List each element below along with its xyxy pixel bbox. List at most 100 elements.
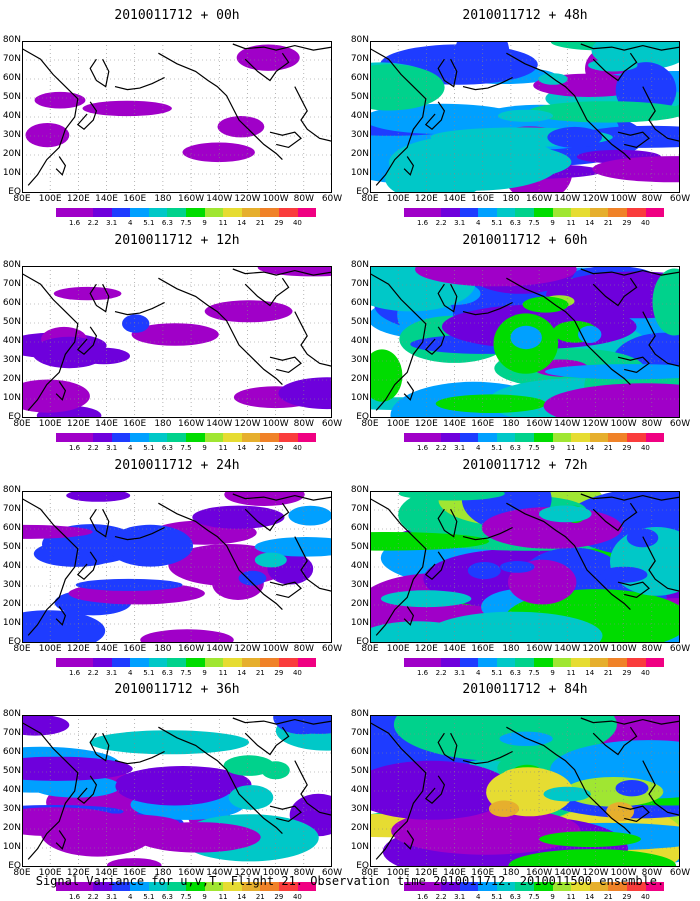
colorbar-swatch [404, 882, 423, 891]
coastline [617, 131, 650, 149]
coastline [580, 268, 680, 276]
lat-tick-label: 20N [2, 823, 21, 833]
colorbar-swatch [93, 882, 112, 891]
colorbar-label: 29 [622, 219, 632, 227]
coastline [642, 311, 680, 367]
lon-tick-label: 160E [471, 419, 495, 429]
variance-region [22, 610, 106, 643]
colorbar-label: 5.1 [491, 444, 503, 452]
colorbar-swatch [56, 208, 75, 217]
lat-tick-label: 20N [350, 599, 369, 609]
colorbar-swatch [278, 658, 298, 667]
lon-tick-label: 100E [386, 868, 410, 878]
coastline [269, 805, 302, 823]
map-frame [22, 491, 332, 643]
colorbar-label: 21 [603, 444, 613, 452]
colorbar-swatch [204, 882, 224, 891]
colorbar-swatch [278, 433, 298, 442]
lat-tick-label: 10N [2, 842, 21, 852]
variance-core [467, 562, 501, 580]
colorbar-label: 2.2 [87, 669, 99, 677]
coastline [424, 326, 446, 355]
lat-tick-label: 10N [350, 618, 369, 628]
lon-tick-label: 140E [443, 644, 466, 654]
colorbar-label: 1.6 [416, 219, 429, 227]
colorbar-swatch [186, 658, 205, 667]
lon-tick-label: 60W [669, 868, 691, 878]
coastline [370, 273, 427, 411]
variance-region [288, 505, 332, 526]
colorbar-swatch [404, 208, 423, 217]
coastline [592, 52, 638, 82]
variance-core [615, 780, 649, 797]
map-plot [22, 715, 332, 867]
coastline [580, 493, 680, 501]
coastline [158, 726, 283, 835]
colorbar-swatch [534, 208, 553, 217]
colorbar-swatch [608, 658, 627, 667]
colorbar-label: 6.3 [509, 444, 521, 452]
colorbar-label: 9 [550, 444, 555, 452]
colorbar-swatch [278, 208, 298, 217]
colorbar-label: 1.6 [68, 219, 81, 227]
lat-tick-label: 50N [2, 766, 21, 776]
lat-tick-label: 30N [350, 355, 369, 365]
variance-region [22, 524, 93, 539]
colorbar-label: 5.1 [143, 444, 155, 452]
colorbar-swatch [571, 658, 590, 667]
colorbar-swatch [459, 433, 479, 442]
variance-region [370, 621, 480, 643]
coastline [437, 508, 458, 538]
colorbar-swatch [74, 882, 94, 891]
lat-tick-label: 60N [350, 298, 369, 308]
lat-tick-label: EQ [356, 637, 369, 647]
colorbar-label: 4 [128, 669, 133, 677]
colorbar-label: 3.1 [454, 444, 466, 452]
lat-tick-label: 70N [2, 54, 21, 64]
colorbar-label: 3.1 [454, 219, 466, 227]
lon-tick-label: 180 [154, 644, 172, 654]
lon-tick-label: 120W [234, 644, 261, 654]
colorbar-label: 2.2 [87, 444, 99, 452]
lon-tick-label: 80E [13, 644, 31, 654]
colorbar-label: 7.5 [528, 669, 540, 677]
map-frame [370, 491, 680, 643]
variance-region [539, 831, 641, 847]
colorbar-swatch [56, 433, 75, 442]
lon-tick-label: 80W [641, 419, 662, 429]
variance-region [107, 858, 162, 867]
coastline [269, 356, 302, 374]
coastline [462, 301, 513, 316]
colorbar-swatch [167, 658, 187, 667]
colorbar-label: 14 [237, 219, 247, 227]
map-frame [22, 715, 332, 867]
lon-tick-label: 100E [38, 868, 62, 878]
variance-core [510, 325, 542, 350]
lon-tick-label: 160W [178, 868, 205, 878]
lon-tick-label: 180 [154, 868, 172, 878]
lon-tick-label: 80E [361, 419, 379, 429]
lat-tick-label: 60N [350, 747, 369, 757]
colorbar-swatch [589, 882, 609, 891]
variance-region [508, 849, 677, 867]
coastline [403, 381, 415, 401]
colorbar-swatch [223, 658, 242, 667]
coastline [89, 732, 110, 762]
lon-tick-label: 80E [361, 868, 379, 878]
colorbar-label: 11 [218, 669, 228, 677]
lat-tick-label: 60N [2, 73, 21, 83]
colorbar-label: 7.5 [528, 893, 540, 901]
panel-title: 2010011712 + 00h [114, 8, 240, 23]
colorbar-swatch [241, 208, 261, 217]
colorbar-label: 9 [550, 219, 555, 227]
lat-tick-label: 50N [350, 766, 369, 776]
lat-tick-label: 80N [2, 260, 21, 270]
colorbar-swatch [441, 433, 460, 442]
map-frame [370, 41, 680, 193]
lon-tick-label: 140E [443, 194, 466, 204]
lon-tick-label: 80W [293, 644, 314, 654]
colorbar-swatch [534, 433, 553, 442]
map-plot [22, 491, 332, 643]
colorbar-swatch [130, 658, 149, 667]
